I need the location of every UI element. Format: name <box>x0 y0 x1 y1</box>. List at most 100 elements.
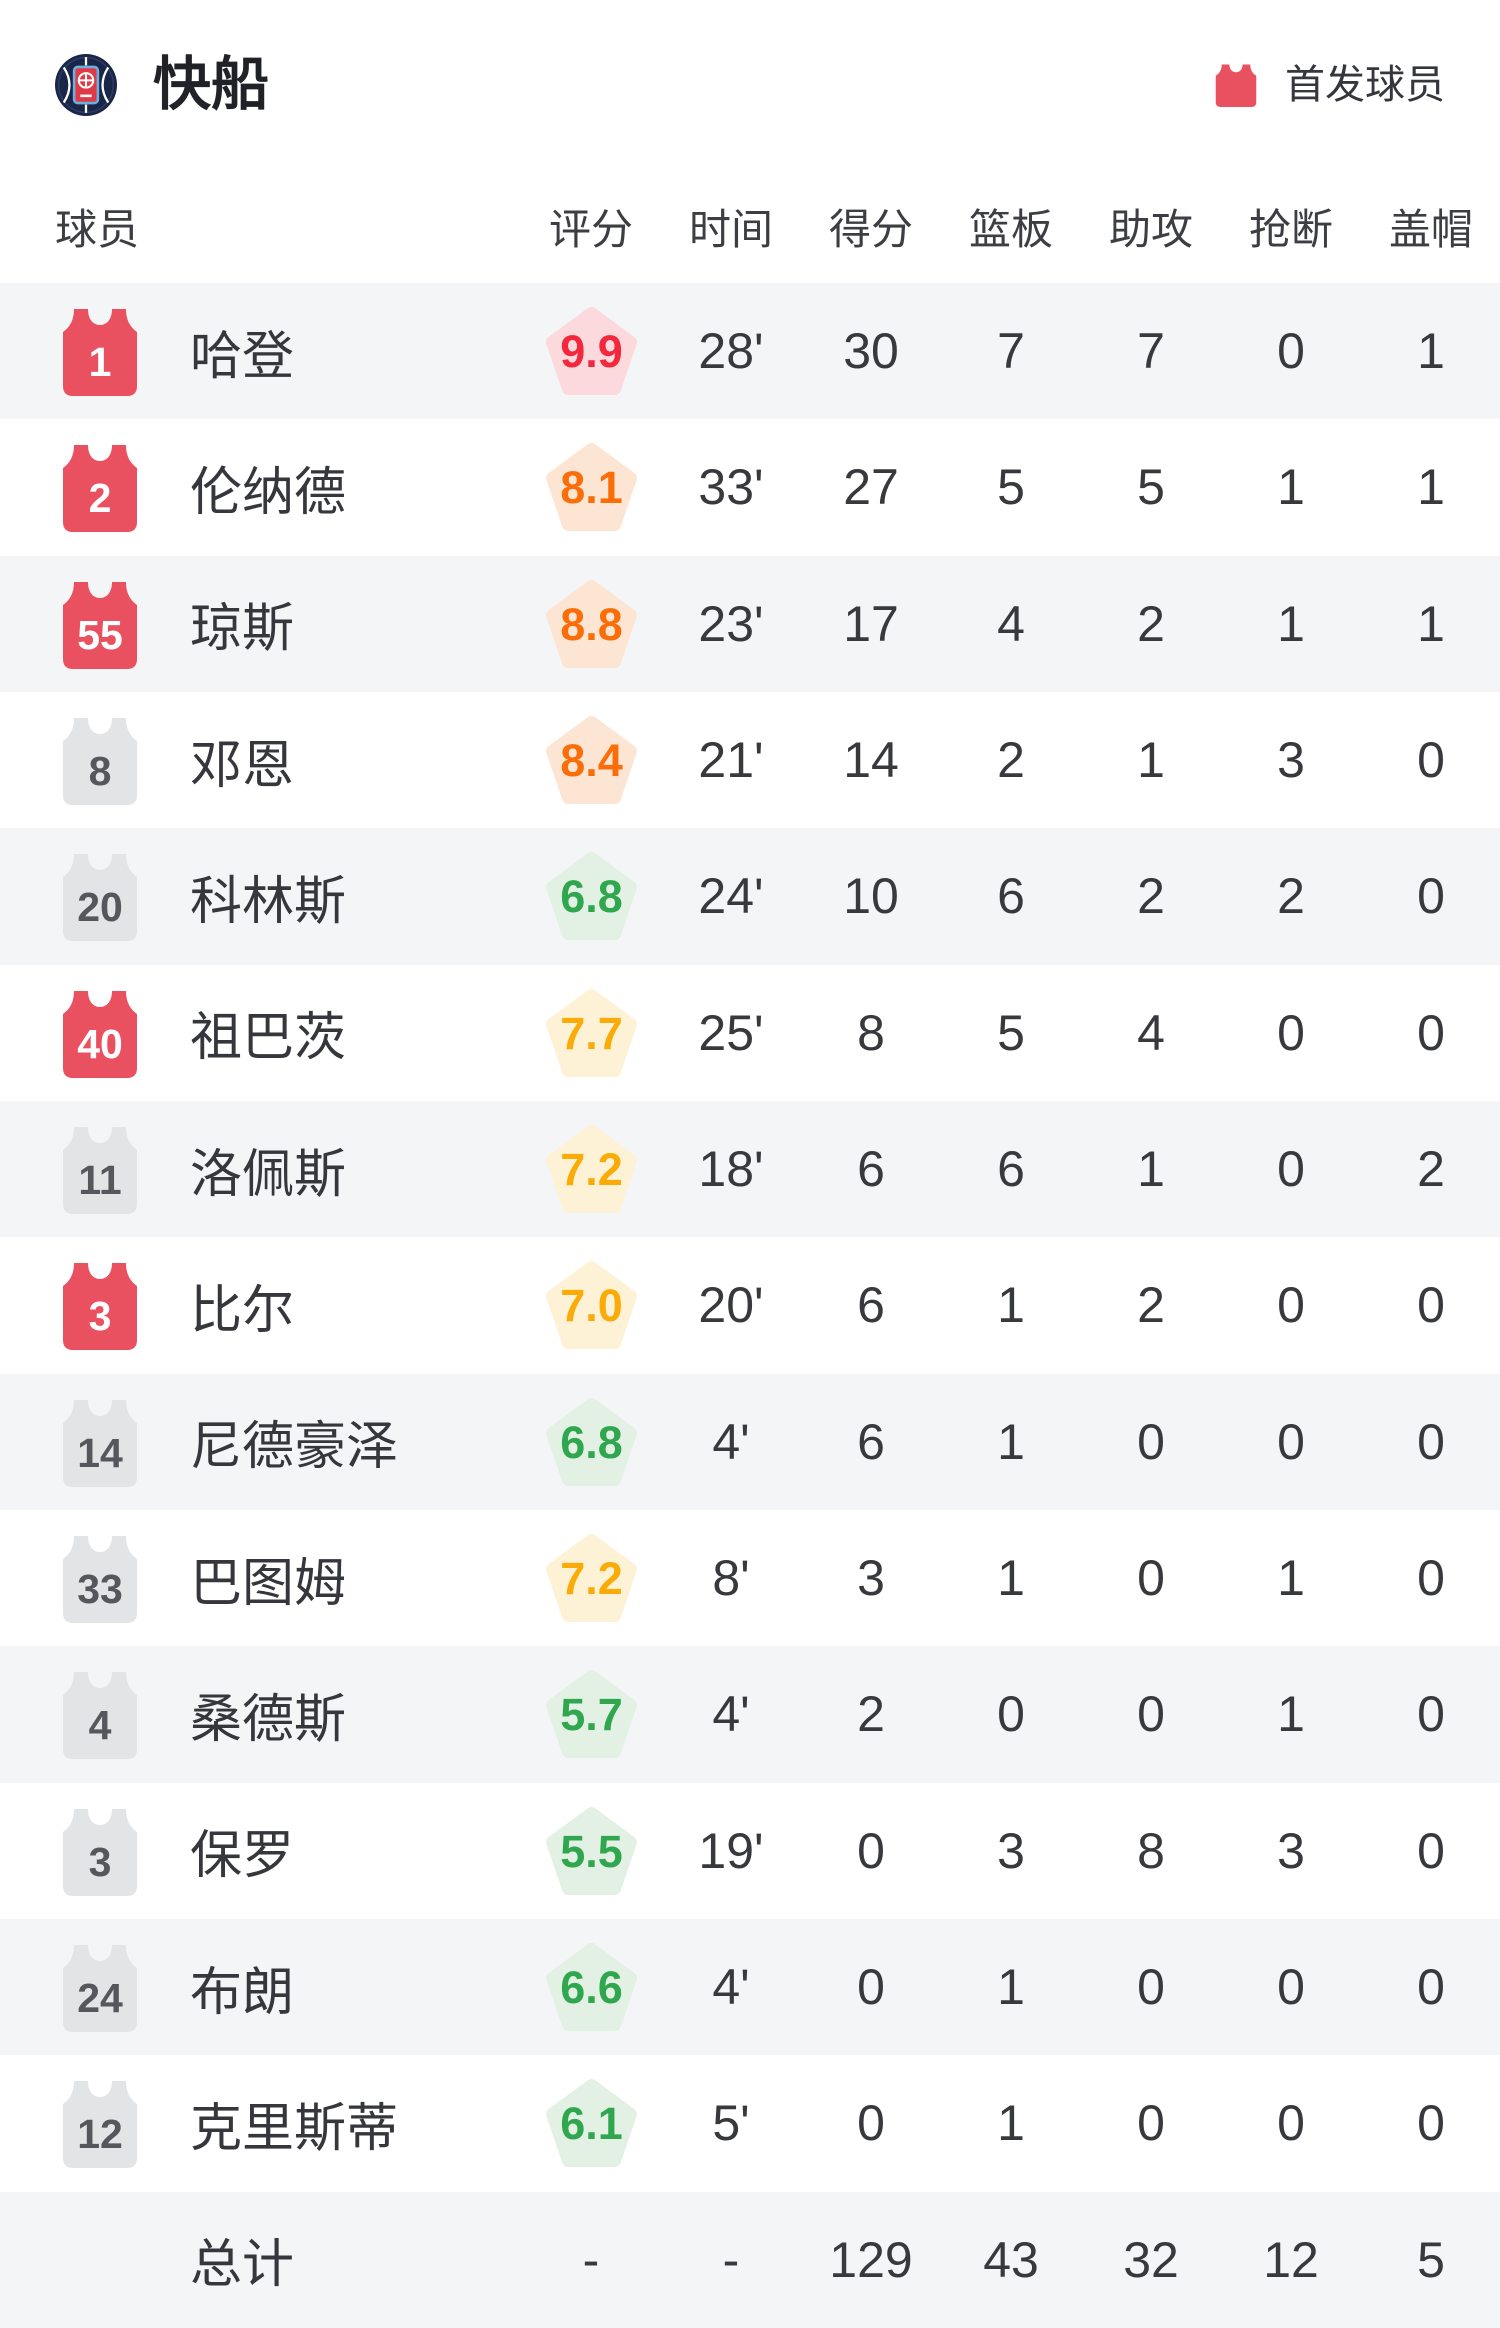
column-header-player: 球员 <box>55 206 140 253</box>
stat-assists: 7 <box>1137 323 1165 380</box>
stat-time: 4' <box>712 1686 750 1743</box>
stat-rebounds: 1 <box>997 1959 1025 2016</box>
totals-label: 总计 <box>190 2236 295 2295</box>
stat-time: 4' <box>712 1959 750 2016</box>
stat-blocks: 0 <box>1417 2095 1445 2152</box>
rating-value: 6.8 <box>560 871 623 922</box>
jersey-icon: 33 <box>55 1533 145 1624</box>
table-row[interactable]: 1 哈登 9.9 28' 30 7 7 0 1 <box>0 283 1500 420</box>
stat-points: 6 <box>857 1141 885 1198</box>
rating-badge: 8.4 <box>521 714 661 806</box>
stat-rebounds: 0 <box>997 1686 1025 1743</box>
player-name: 洛佩斯 <box>190 1145 347 1204</box>
stat-time: 4' <box>712 1413 750 1470</box>
rating-badge: 6.8 <box>521 1396 661 1488</box>
rating-badge: 5.7 <box>521 1668 661 1760</box>
stat-time: 5' <box>712 2095 750 2152</box>
column-header-points: 得分 <box>828 206 913 253</box>
table-row[interactable]: 40 祖巴茨 7.7 25' 8 5 4 0 0 <box>0 965 1500 1101</box>
stat-time: 25' <box>698 1004 764 1061</box>
stat-points: 10 <box>843 868 899 925</box>
team-logo <box>55 54 117 116</box>
stat-blocks: 0 <box>1417 1004 1445 1061</box>
rating-badge: 8.8 <box>521 578 661 670</box>
totals-assists: 32 <box>1123 2231 1179 2288</box>
jersey-number: 3 <box>89 1839 112 1885</box>
stat-steals: 0 <box>1277 323 1305 380</box>
stat-rebounds: 6 <box>997 1141 1025 1198</box>
stat-points: 3 <box>857 1550 885 1607</box>
table-row[interactable]: 3 比尔 7.0 20' 6 1 2 0 0 <box>0 1237 1500 1373</box>
stat-blocks: 1 <box>1417 595 1445 652</box>
table-row[interactable]: 12 克里斯蒂 6.1 5' 0 1 0 0 0 <box>0 2055 1500 2191</box>
stat-rebounds: 5 <box>997 1004 1025 1061</box>
table-row[interactable]: 24 布朗 6.6 4' 0 1 0 0 0 <box>0 1918 1500 2056</box>
stat-points: 30 <box>843 323 899 380</box>
stat-assists: 2 <box>1137 1277 1165 1334</box>
player-name: 克里斯蒂 <box>190 2099 399 2158</box>
totals-rebounds: 43 <box>983 2231 1039 2288</box>
stat-time: 8' <box>712 1550 750 1607</box>
stat-points: 0 <box>857 1959 885 2016</box>
rating-badge: 7.7 <box>521 987 661 1079</box>
jersey-number: 24 <box>77 1975 123 2021</box>
jersey-number: 8 <box>89 748 112 794</box>
stat-rebounds: 1 <box>997 1550 1025 1607</box>
stat-blocks: 1 <box>1417 323 1445 380</box>
rating-value: 8.1 <box>560 462 623 513</box>
stat-blocks: 0 <box>1417 868 1445 925</box>
totals-rating: - <box>582 2231 600 2288</box>
table-row[interactable]: 2 伦纳德 8.1 33' 27 5 5 1 1 <box>0 419 1500 555</box>
table-row[interactable]: 3 保罗 5.5 19' 0 3 8 3 0 <box>0 1783 1500 1919</box>
jersey-number: 40 <box>77 1021 123 1067</box>
stat-steals: 3 <box>1277 732 1305 789</box>
jersey-icon: 1 <box>55 306 145 397</box>
player-table: 1 哈登 9.9 28' 30 7 7 0 1 2 伦纳德 8.1 <box>0 283 1500 2192</box>
stat-assists: 0 <box>1137 2095 1165 2152</box>
table-row[interactable]: 33 巴图姆 7.2 8' 3 1 0 1 0 <box>0 1510 1500 1646</box>
stat-steals: 3 <box>1277 1822 1305 1879</box>
column-header-steals: 抢断 <box>1248 206 1333 253</box>
totals-blocks: 5 <box>1417 2231 1445 2288</box>
team-header: 快船 首发球员 <box>0 0 1500 170</box>
stat-assists: 2 <box>1137 868 1165 925</box>
team-name: 快船 <box>153 52 270 117</box>
stat-points: 27 <box>843 459 899 516</box>
jersey-icon: 12 <box>55 2078 145 2169</box>
stat-points: 2 <box>857 1686 885 1743</box>
player-name: 布朗 <box>190 1963 295 2022</box>
player-name: 伦纳德 <box>190 463 347 522</box>
column-header-rating: 评分 <box>548 206 633 253</box>
jersey-number: 55 <box>77 612 123 658</box>
stat-rebounds: 7 <box>997 323 1025 380</box>
table-row[interactable]: 14 尼德豪泽 6.8 4' 6 1 0 0 0 <box>0 1373 1500 1510</box>
jersey-icon: 4 <box>55 1669 145 1760</box>
totals-points: 129 <box>829 2231 913 2288</box>
jersey-icon: 14 <box>55 1397 145 1487</box>
stat-time: 33' <box>698 459 764 516</box>
rating-badge: 5.5 <box>521 1805 661 1897</box>
starter-legend-label: 首发球员 <box>1285 63 1445 107</box>
stat-rebounds: 1 <box>997 2095 1025 2152</box>
stat-assists: 0 <box>1137 1686 1165 1743</box>
jersey-number: 4 <box>89 1702 112 1748</box>
table-row[interactable]: 55 琼斯 8.8 23' 17 4 2 1 1 <box>0 555 1500 692</box>
stat-rebounds: 4 <box>997 595 1025 652</box>
table-row[interactable]: 4 桑德斯 5.7 4' 2 0 0 1 0 <box>0 1646 1500 1783</box>
stat-steals: 0 <box>1277 2095 1305 2152</box>
table-row[interactable]: 8 邓恩 8.4 21' 14 2 1 3 0 <box>0 692 1500 828</box>
stat-assists: 1 <box>1137 1141 1165 1198</box>
table-row[interactable]: 20 科林斯 6.8 24' 10 6 2 2 0 <box>0 828 1500 965</box>
stat-steals: 1 <box>1277 1550 1305 1607</box>
stat-steals: 1 <box>1277 459 1305 516</box>
player-name: 比尔 <box>190 1281 295 1340</box>
jersey-number: 3 <box>89 1293 112 1339</box>
stat-time: 24' <box>698 868 764 925</box>
jersey-icon: 3 <box>55 1260 145 1351</box>
starter-legend: 首发球员 <box>1213 63 1445 107</box>
stat-assists: 4 <box>1137 1004 1165 1061</box>
stat-assists: 1 <box>1137 732 1165 789</box>
totals-time: - <box>722 2231 740 2288</box>
table-row[interactable]: 11 洛佩斯 7.2 18' 6 6 1 0 2 <box>0 1100 1500 1238</box>
jersey-icon: 11 <box>55 1124 145 1215</box>
